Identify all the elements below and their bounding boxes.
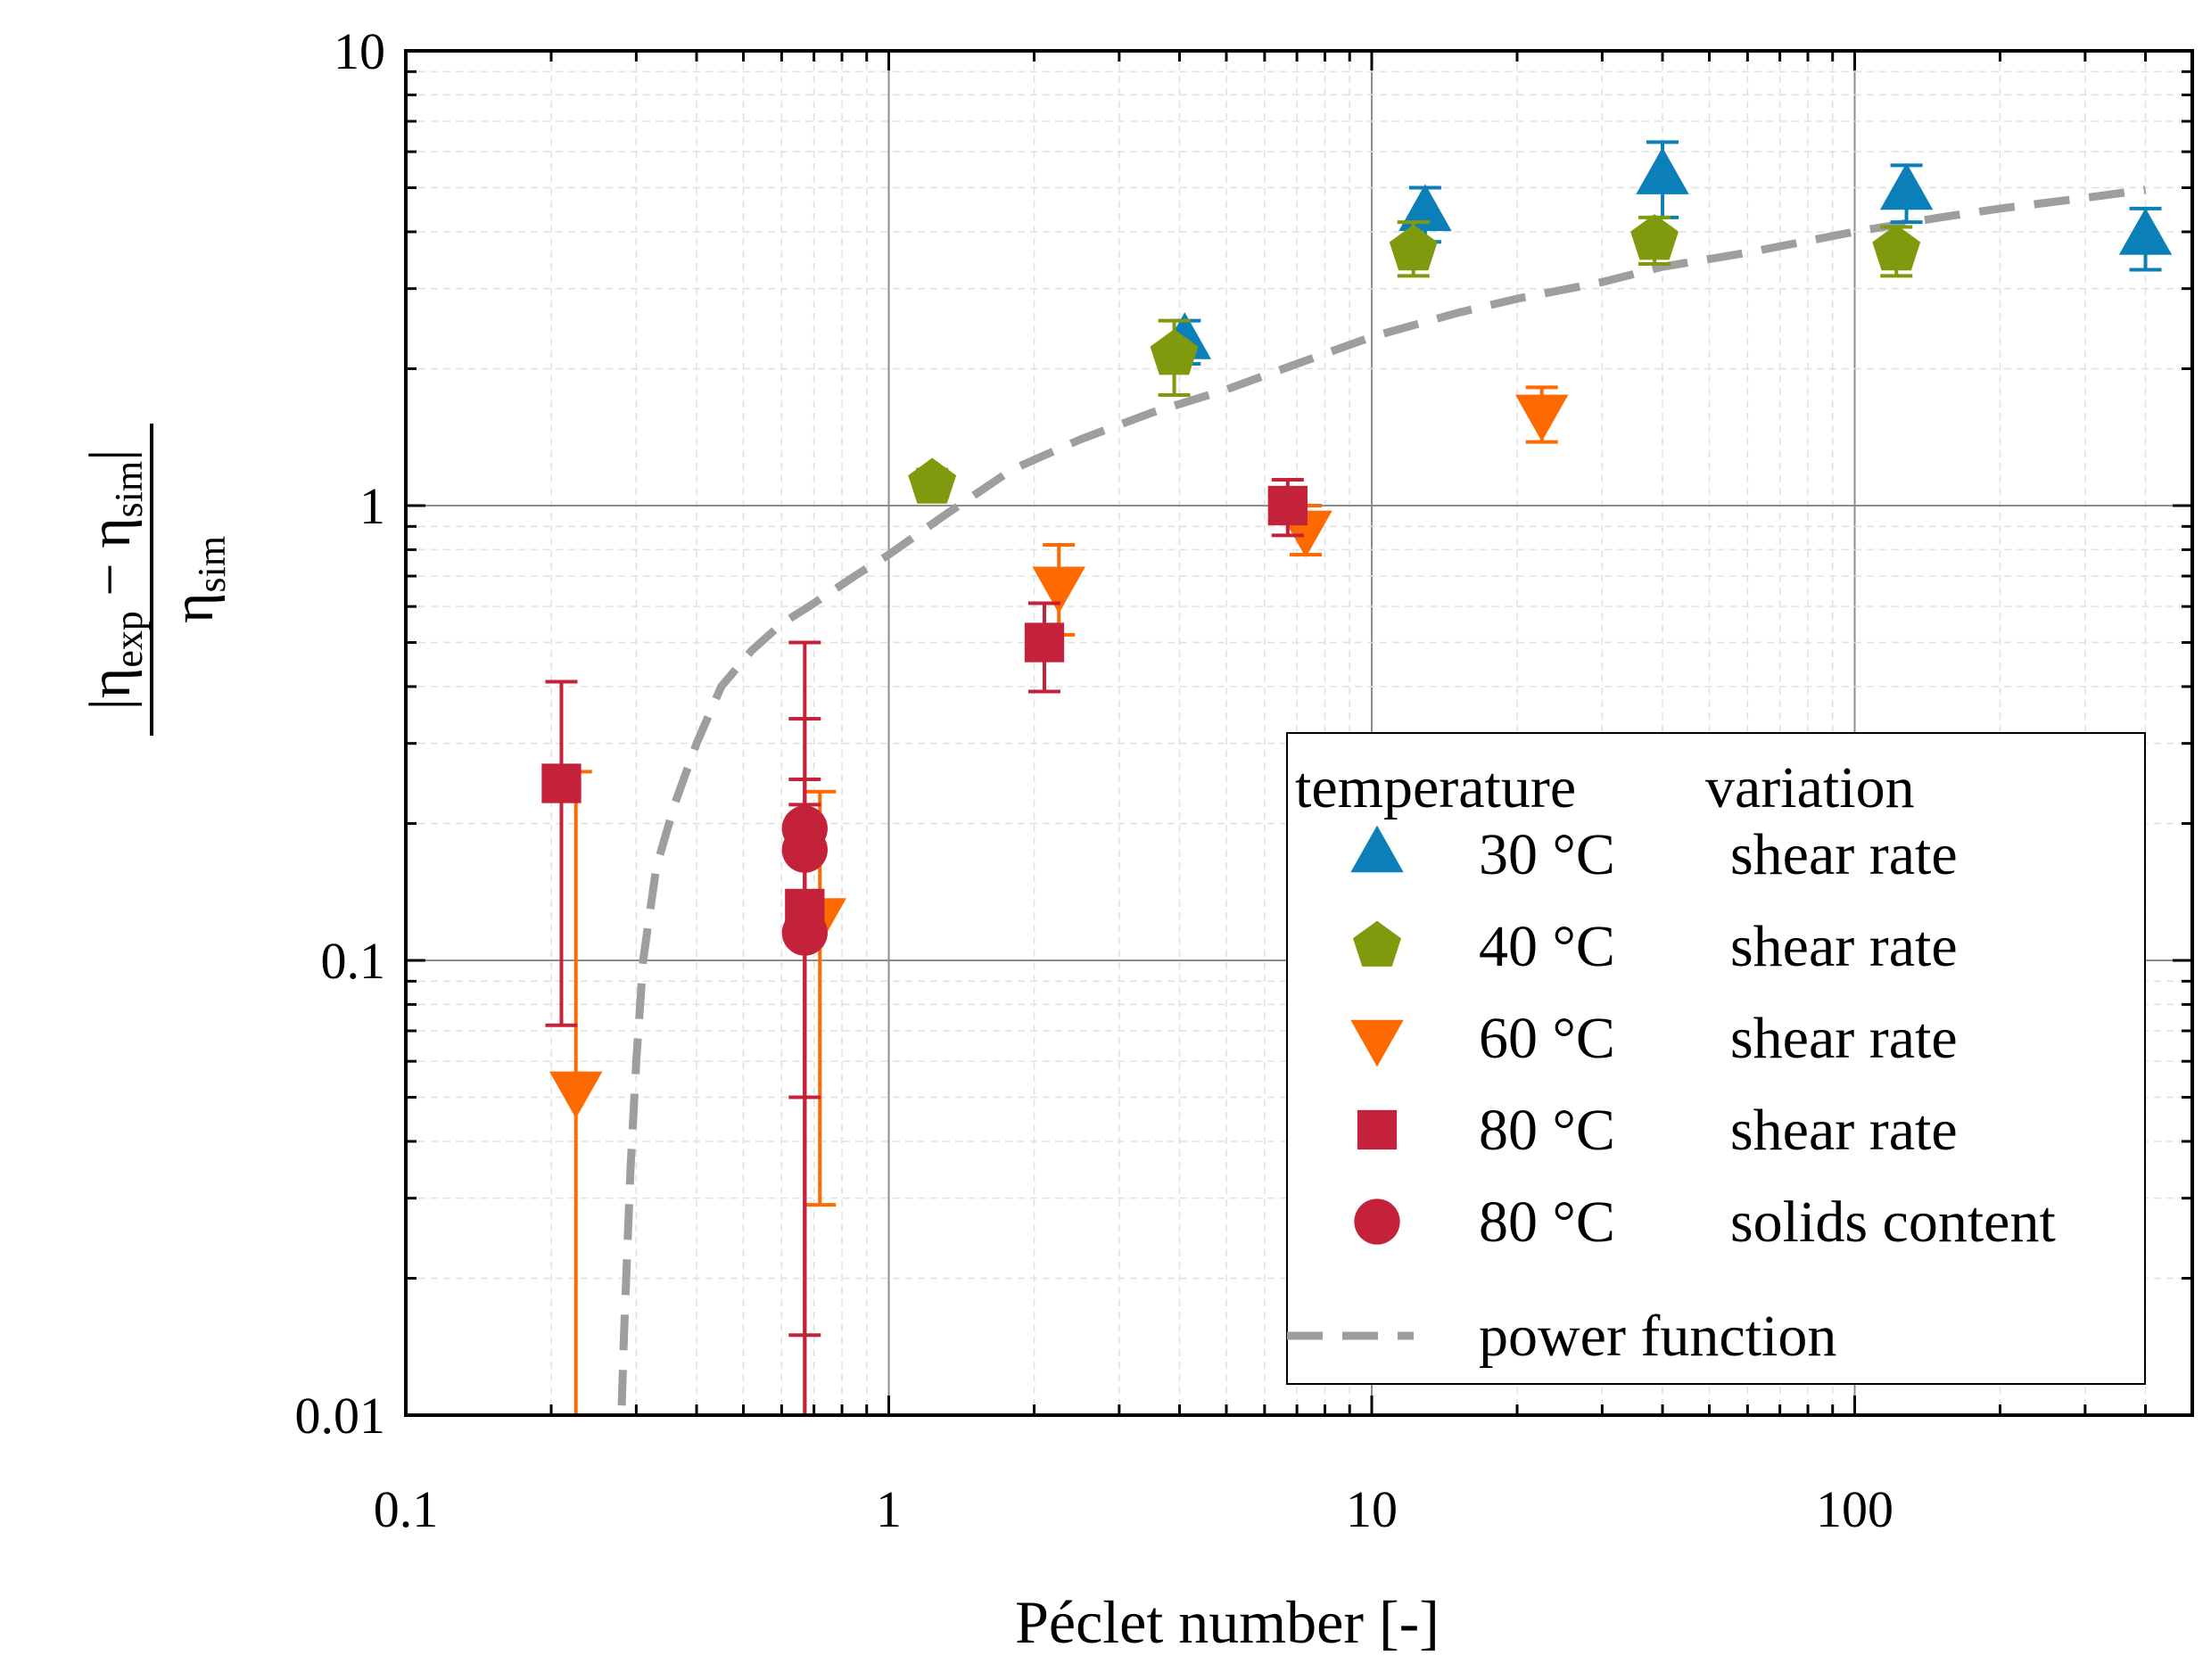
data-point [1032,566,1085,614]
series-1-pentagon [908,214,1921,504]
y-axis-title: |ηexp − ηsim| ηsim [78,424,234,736]
legend-temperature: 80 °C [1479,1098,1615,1163]
legend-variation: shear rate [1730,1098,1958,1163]
data-point [1515,394,1569,442]
data-point [1630,214,1679,260]
legend-entry: 60 °C shear rate [1350,1006,1958,1071]
legend-box [1286,732,2146,1385]
data-point [908,457,957,504]
fit-line [617,185,2147,1406]
legend-temperature: 60 °C [1479,1006,1615,1071]
data-point [1024,622,1065,663]
legend-marker [1350,1019,1404,1067]
axis-ticks: 0.1 1 10 100 0.01 0.1 1 10 [295,22,2194,1538]
fit-layer [617,185,2147,1406]
legend-temperature: 30 °C [1479,822,1615,887]
data-point [1636,147,1689,194]
y-tick-label: 0.1 [321,932,386,990]
x-axis-title: Péclet number [-] [1015,1588,1440,1656]
y-tick-label: 10 [334,22,385,80]
legend-marker [1353,920,1401,967]
data-point [541,763,582,803]
y-tick-label: 1 [359,477,385,535]
series-4-circle [781,716,828,1415]
legend-temperature: 40 °C [1479,914,1615,979]
legend-marker [1354,1198,1400,1245]
x-tick-label: 1 [876,1480,902,1538]
legend-entry: 30 °C shear rate [1350,822,1958,887]
legend-entry: 80 °C solids content [1354,1190,2056,1255]
data-point [1267,485,1308,526]
data-point [1389,224,1438,271]
legend-temperature: 80 °C [1479,1190,1615,1255]
legend-marker [1350,825,1404,873]
legend-variation: solids content [1730,1190,2056,1255]
legend-variation: shear rate [1730,914,1958,979]
y-axis-denominator: ηsim [161,536,234,623]
x-tick-label: 0.1 [374,1480,439,1538]
legend-entry: 40 °C shear rate [1353,914,1958,979]
data-layer [541,140,2173,1415]
legend-entries: 30 °C shear rate 40 °C shear rate 60 °C shear… [1350,822,2056,1255]
data-point [1872,224,1921,271]
legend-entry-fit: power function [1287,1304,1836,1369]
data-point [2118,208,2173,255]
data-point [1879,162,1934,210]
data-point [1150,329,1199,375]
legend-fit-label: power function [1479,1304,1836,1369]
x-tick-label: 100 [1816,1480,1893,1538]
legend-entry: 80 °C shear rate [1357,1098,1958,1163]
data-point [549,1071,603,1119]
series-3-square [541,477,1308,1338]
legend-header-temperature: temperature [1295,755,1576,820]
data-point [1398,184,1452,232]
legend-variation: shear rate [1730,822,1958,887]
legend: temperature variation 30 °C shear rate40 … [1286,732,2146,1385]
data-point [781,910,828,956]
plot-frame [404,49,2194,1417]
legend-variation: shear rate [1730,1006,1958,1071]
y-axis-numerator: |ηexp − ηsim| [78,449,151,711]
x-tick-label: 10 [1346,1480,1398,1538]
legend-marker [1357,1109,1398,1150]
legend-header-variation: variation [1705,755,1915,820]
y-tick-label: 0.01 [295,1387,386,1445]
